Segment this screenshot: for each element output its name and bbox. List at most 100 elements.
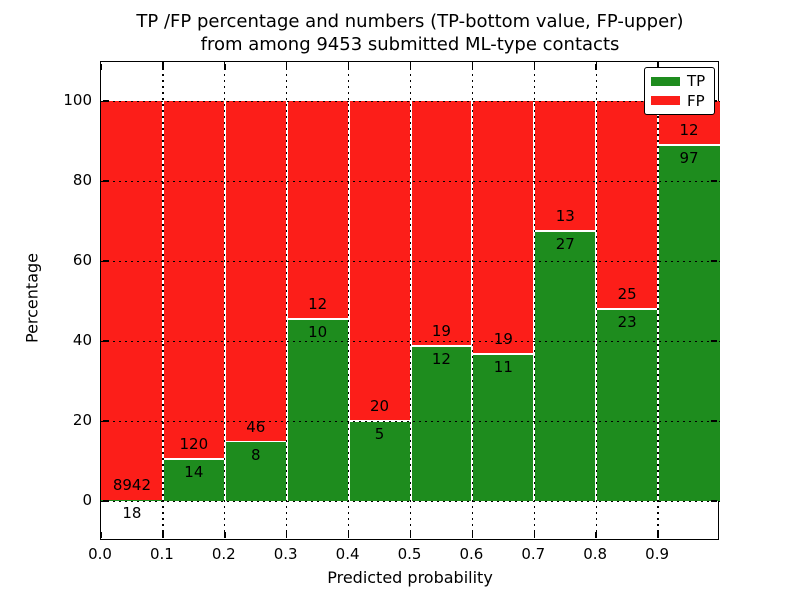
tp-count-label: 8: [250, 445, 261, 464]
fp-count-label: 13: [555, 207, 575, 225]
y-tick-label: 40: [72, 331, 92, 349]
fp-bar-segment: [534, 101, 597, 231]
tp-bar-segment: [101, 500, 163, 501]
y-tick-label: 100: [63, 91, 92, 109]
v-gridline: [347, 62, 350, 541]
y-tick-label: 60: [72, 251, 92, 269]
fp-count-label: 19: [493, 330, 513, 349]
y-tick-label: 0: [82, 491, 92, 509]
bar-boundary-edge: [224, 440, 287, 443]
tp-count-label: 18: [122, 504, 142, 523]
v-gridline: [595, 62, 597, 541]
v-gridline: [657, 62, 659, 541]
fp-count-label: 8942: [112, 476, 152, 495]
x-tick: [657, 532, 659, 538]
x-tick: [533, 532, 536, 538]
fp-count-label: 19: [431, 322, 451, 341]
v-gridline: [224, 62, 226, 541]
x-tick: [533, 64, 536, 70]
v-gridline: [533, 62, 535, 541]
tp-count-label: 12: [431, 350, 451, 369]
tp-bar-segment: [162, 459, 225, 501]
fp-count-label: 120: [179, 435, 209, 454]
tp-count-label: 5: [374, 425, 385, 443]
v-gridline: [409, 62, 412, 541]
fp-bar-segment: [224, 101, 287, 442]
tp-bar-segment: [224, 441, 287, 501]
y-tick: [103, 420, 109, 422]
tp-bar-segment: [472, 354, 535, 501]
legend-label-fp: FP: [687, 91, 705, 110]
bar-boundary-edge: [472, 353, 535, 355]
x-tick: [471, 532, 474, 538]
legend-label-tp: TP: [687, 72, 706, 91]
legend-entry-tp: TP: [651, 73, 708, 89]
chart-title: TP /FP percentage and numbers (TP-bottom…: [20, 10, 800, 56]
tp-count-label: 14: [184, 463, 204, 482]
fp-bar-segment: [410, 101, 473, 347]
y-tick: [711, 420, 717, 422]
x-tick-label: 0.4: [335, 545, 360, 563]
x-tick: [595, 532, 597, 538]
x-tick: [595, 64, 597, 70]
fp-bar-segment: [162, 101, 225, 460]
fp-count-label: 20: [370, 397, 390, 415]
v-gridline: [162, 62, 164, 541]
y-axis-label: Percentage: [22, 252, 42, 344]
bar-boundary-edge: [348, 420, 411, 422]
bar-boundary-edge: [658, 144, 720, 146]
x-tick-label: 0.9: [645, 545, 670, 563]
v-gridline: [286, 62, 288, 541]
x-tick-label: 0.2: [211, 545, 236, 563]
x-tick: [100, 64, 102, 70]
y-tick: [103, 500, 109, 502]
tp-bar-segment: [658, 145, 720, 501]
v-gridline: [471, 62, 474, 541]
x-tick: [409, 532, 412, 538]
tp-bar-segment: [596, 309, 659, 501]
fp-count-label: 12: [308, 295, 328, 314]
tp-count-label: 10: [308, 323, 328, 342]
tp-bar-segment: [534, 231, 597, 501]
fp-bar-segment: [286, 101, 349, 320]
x-tick-label: 0.8: [583, 545, 608, 563]
x-tick: [471, 64, 474, 70]
x-tick: [347, 64, 350, 70]
fp-count-label: 12: [679, 121, 699, 140]
y-tick: [103, 180, 109, 182]
bar-boundary-edge: [286, 318, 349, 320]
x-tick-label: 0.0: [88, 545, 112, 563]
tp-legend-swatch-icon: [651, 76, 680, 86]
x-tick-label: 0.5: [397, 545, 422, 563]
x-tick: [162, 532, 164, 538]
x-tick: [162, 64, 164, 70]
tp-count-label: 97: [679, 149, 699, 168]
bar-boundary-edge: [534, 230, 597, 232]
x-axis-label: Predicted probability: [327, 568, 493, 587]
y-tick: [711, 340, 717, 342]
plot-area: 8942 18 120 14 46 8 12 10 20 5 19 12 19 11 13 27 25 23 12 9…: [100, 61, 720, 541]
tp-bar-segment: [348, 421, 411, 501]
y-tick: [711, 500, 717, 502]
fp-count-label: 46: [246, 417, 266, 436]
x-tick: [100, 532, 102, 538]
tp-bar-segment: [410, 346, 473, 501]
y-tick: [711, 260, 717, 262]
bar-boundary-edge: [410, 345, 473, 347]
fp-count-label: 25: [617, 285, 637, 304]
y-tick: [103, 340, 109, 342]
x-tick: [347, 532, 350, 538]
x-tick: [409, 64, 412, 70]
legend-entry-fp: FP: [651, 93, 708, 109]
x-tick-label: 0.1: [149, 545, 174, 563]
x-tick: [285, 532, 288, 538]
tp-bar-segment: [286, 319, 349, 501]
fp-bar-segment: [596, 101, 659, 310]
y-tick-label: 80: [72, 171, 92, 189]
tp-count-label: 27: [555, 235, 575, 253]
y-tick-label: 20: [72, 411, 92, 429]
chart-title-line1: TP /FP percentage and numbers (TP-bottom…: [136, 11, 684, 32]
legend: TP FP: [644, 67, 715, 115]
fp-legend-swatch-icon: [651, 96, 680, 106]
